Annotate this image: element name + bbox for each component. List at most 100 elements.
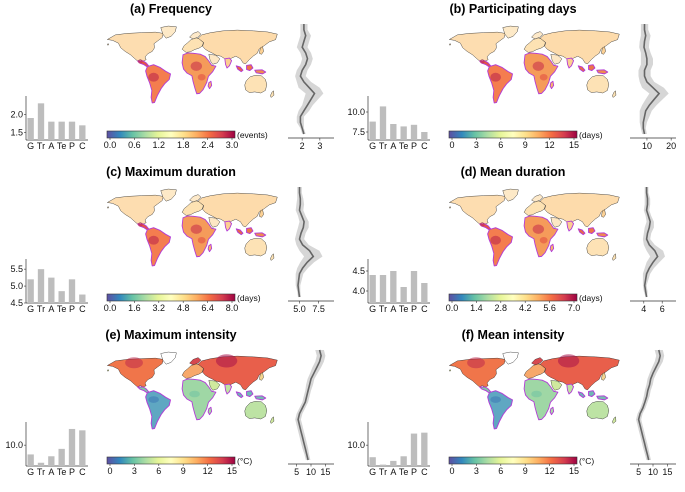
map-region-europe [181,363,204,379]
bar-category-label: A [48,141,54,151]
panel-title: (b) Participating days [449,2,576,16]
map-region-greenland [160,25,177,39]
bar-category-label: G [369,304,376,314]
colorbar-unit: (days) [237,293,261,303]
bar-y-tick-label: 5.0 [10,281,23,291]
map-region-greenland [160,188,177,202]
bar-category-label: Te [57,304,67,314]
colorbar-tick-label: 1.6 [128,303,141,313]
profile-band [636,350,665,460]
profile-x-tick-label: 10 [306,467,316,477]
map-hotspot [539,236,548,244]
map-region-sumatra [577,228,586,236]
map-hotspot [532,61,545,71]
map-hotspot [557,354,580,368]
world-map [107,351,278,430]
panel-title: (c) Maximum duration [106,165,236,179]
bar-category-label: P [411,141,417,151]
bar-C [79,430,86,466]
panel-title: (a) Frequency [130,2,212,16]
map-region-borneo [588,227,596,235]
map-region-greenland [160,351,177,365]
bar-category-label: C [421,141,428,151]
bar-Tr [37,462,45,466]
colorbar-tick-label: 3 [132,466,137,476]
colorbar-tick-label: 6 [156,466,161,476]
map-region-newZealand [612,90,617,98]
map-hotspot [490,235,501,245]
profile-x-tick-label: 20 [666,141,676,151]
bar-A [390,124,397,140]
map-region-arabia [208,217,221,228]
colorbar [448,456,578,465]
colorbar-tick-label: 12 [545,140,555,150]
map-hotspot [197,236,206,244]
map-region-newGuinea [596,232,609,238]
colorbar-tick-label: 12 [203,466,213,476]
map-region-sumatra [235,65,244,73]
map-region-southAmerica [487,227,513,267]
map-hotspot [148,72,159,82]
map-region-india [566,57,575,69]
bar-category-label: P [411,467,417,477]
map-region-southAmerica [487,64,513,104]
map-region-australia [244,75,268,94]
map-region-scandinavia [531,31,544,40]
colorbar-unit: (events) [237,130,268,140]
profile-x-tick-label: 4 [641,304,646,314]
world-map [449,188,620,267]
bar-G [27,454,34,466]
profile-x-tick-label: 15 [662,467,672,477]
map-region-newGuinea [254,395,267,401]
colorbar-tick-label: 1.4 [470,303,483,313]
bar-G [369,457,376,466]
map-region-africa [523,378,559,421]
map-hotspot [148,235,159,245]
map-region-australia [586,75,610,94]
map-region-scandinavia [189,194,202,203]
bar-category-label: A [390,304,396,314]
map-region-northAmerica [449,194,506,225]
colorbar-tick-label: 8.0 [226,303,239,313]
map-region-antarcticaBit [107,206,109,209]
bar-A [48,277,55,303]
bar-category-label: A [390,141,396,151]
bar-y-tick-label: 5.5 [10,264,23,274]
bar-P [410,124,418,140]
map-region-europe [181,37,204,53]
map-hotspot [531,390,542,398]
bar-category-label: C [421,467,428,477]
bar-P [410,433,418,466]
bar-C [79,294,86,303]
map-region-southAmerica [487,390,513,430]
map-region-sumatra [577,391,586,399]
profile-x-tick-label: 15 [320,467,330,477]
map-region-madagascar [549,243,555,253]
bar-y-tick-label: 4.5 [10,298,23,308]
bar-C [421,132,428,140]
colorbar-tick-label: 3 [474,140,479,150]
map-region-australia [586,238,610,257]
bar-category-label: A [48,304,54,314]
bar-C [79,125,86,140]
profile-line [643,187,659,298]
colorbar [106,456,236,465]
map-region-japan [601,372,606,381]
map-region-sumatra [577,65,586,73]
profile-line [297,349,322,461]
bar-A [48,456,55,466]
map-region-greenland [502,25,519,39]
colorbar-tick-label: 3 [474,466,479,476]
map-hotspot [215,354,238,368]
map-hotspot [190,224,203,234]
bar-y-tick-label: 4.5 [352,266,365,276]
profile-x-tick-label: 7.5 [312,304,325,314]
bar-category-label: G [27,304,34,314]
colorbar-tick-label: 0 [449,140,454,150]
bar-y-tick-label: 10.0 [5,440,23,450]
colorbar-tick-label: 7.0 [568,303,581,313]
bar-category-label: Tr [37,304,45,314]
map-region-centralAmerica [137,386,150,394]
